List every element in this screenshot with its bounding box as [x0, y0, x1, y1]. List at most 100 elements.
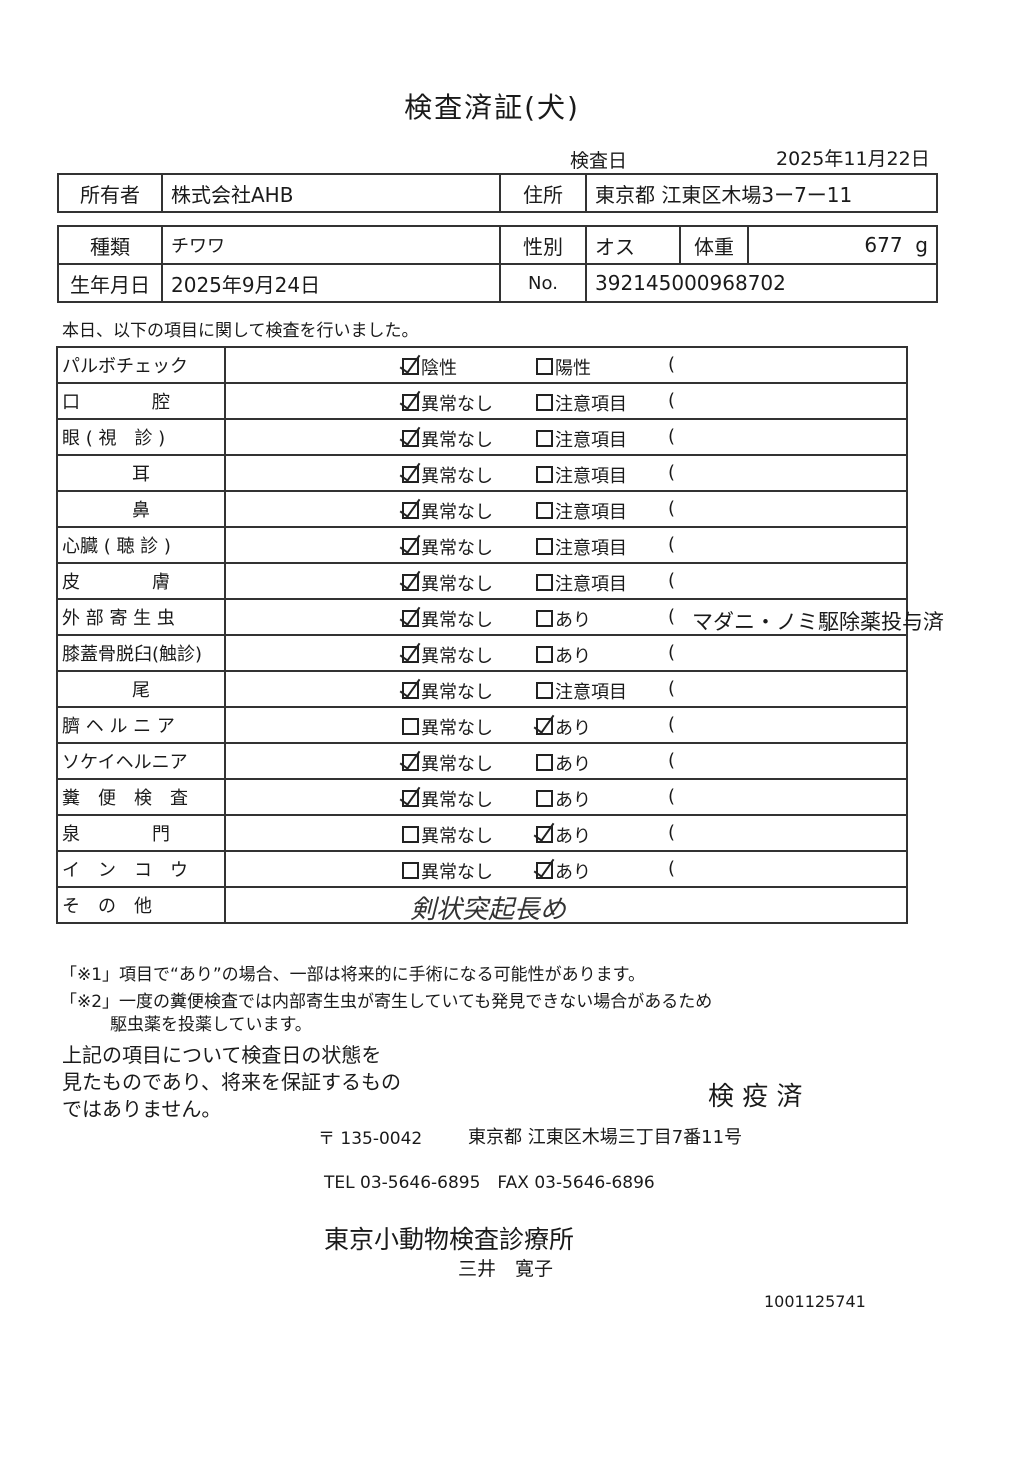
checkbox-icon[interactable] [402, 790, 419, 807]
checkbox-icon[interactable] [402, 574, 419, 591]
weight-unit: g [915, 233, 928, 257]
option-label: 異常なし [421, 574, 493, 595]
checkbox-icon[interactable] [402, 466, 419, 483]
doctor-name: 三井 寛子 [458, 1258, 554, 1280]
checkbox-icon[interactable] [536, 538, 553, 555]
option-normal[interactable]: 異常なし [402, 678, 493, 704]
checkbox-icon[interactable] [536, 430, 553, 447]
footnote-1: 「※1」項目で“あり”の場合、一部は将来的に手術になる可能性があります。 [60, 965, 645, 985]
checkbox-icon[interactable] [402, 430, 419, 447]
option-abnormal[interactable]: あり [536, 786, 591, 812]
option-normal[interactable]: 異常なし [402, 714, 493, 740]
option-normal[interactable]: 異常なし [402, 606, 493, 632]
intro-text: 本日、以下の項目に関して検査を行いました。 [62, 321, 419, 341]
paren-open: ( [668, 822, 676, 843]
checkbox-icon[interactable] [402, 682, 419, 699]
option-label: 異常なし [421, 718, 493, 739]
option-abnormal[interactable]: 注意項目 [536, 390, 627, 416]
item-name: パルボチェック [56, 346, 226, 384]
option-abnormal[interactable]: 注意項目 [536, 462, 627, 488]
checkbox-icon[interactable] [536, 574, 553, 591]
checkbox-icon[interactable] [402, 826, 419, 843]
item-name: 眼 ( 視 診 ) [56, 418, 226, 456]
option-normal[interactable]: 異常なし [402, 534, 493, 560]
checkbox-icon[interactable] [536, 754, 553, 771]
paren-open: ( [668, 534, 676, 555]
option-abnormal[interactable]: 注意項目 [536, 534, 627, 560]
owner-label: 所有者 [57, 173, 163, 213]
option-abnormal[interactable]: あり [536, 642, 591, 668]
option-label: 異常なし [421, 826, 493, 847]
handwritten-note: 剣状突起長め [410, 895, 567, 925]
option-normal[interactable]: 異常なし [402, 786, 493, 812]
option-abnormal[interactable]: 注意項目 [536, 570, 627, 596]
address-value: 東京都 江東区木場3ー7ー11 [585, 173, 938, 213]
checkbox-icon[interactable] [402, 646, 419, 663]
paren-open: ( [668, 354, 676, 375]
checkbox-icon[interactable] [536, 790, 553, 807]
option-label: あり [555, 862, 591, 883]
option-normal[interactable]: 異常なし [402, 822, 493, 848]
option-label: 注意項目 [555, 466, 627, 487]
option-label: あり [555, 718, 591, 739]
option-normal[interactable]: 異常なし [402, 858, 493, 884]
option-label: あり [555, 754, 591, 775]
paren-open: ( [668, 462, 676, 483]
checkbox-icon[interactable] [536, 646, 553, 663]
owner-table: 所有者 株式会社AHB 住所 東京都 江東区木場3ー7ー11 [57, 173, 938, 213]
option-normal[interactable]: 異常なし [402, 570, 493, 596]
option-abnormal[interactable]: あり [536, 606, 591, 632]
option-abnormal[interactable]: あり [536, 750, 591, 776]
option-abnormal[interactable]: あり [536, 858, 591, 884]
checkbox-icon[interactable] [402, 862, 419, 879]
paren-open: ( [668, 426, 676, 447]
option-abnormal[interactable]: 陽性 [536, 354, 591, 380]
checkbox-icon[interactable] [402, 358, 419, 375]
option-normal[interactable]: 異常なし [402, 498, 493, 524]
option-normal[interactable]: 異常なし [402, 750, 493, 776]
checkbox-icon[interactable] [402, 718, 419, 735]
disclaimer-line: ではありません。 [62, 1097, 222, 1121]
birth-value: 2025年9月24日 [161, 263, 501, 303]
checkbox-icon[interactable] [536, 394, 553, 411]
option-normal[interactable]: 異常なし [402, 426, 493, 452]
checkbox-icon[interactable] [402, 502, 419, 519]
option-abnormal[interactable]: あり [536, 822, 591, 848]
checkbox-icon[interactable] [536, 610, 553, 627]
item-note: マダニ・ノミ駆除薬投与済 [692, 610, 944, 634]
option-normal[interactable]: 陰性 [402, 354, 457, 380]
checkbox-icon[interactable] [536, 358, 553, 375]
paren-open: ( [668, 390, 676, 411]
checkbox-icon[interactable] [536, 682, 553, 699]
checkbox-icon[interactable] [536, 466, 553, 483]
pet-table: 種類 チワワ 性別 オス 体重 677 g 生年月日 2025年9月24日 No… [57, 225, 938, 303]
checkbox-icon[interactable] [402, 394, 419, 411]
checkbox-icon[interactable] [402, 538, 419, 555]
checkbox-icon[interactable] [402, 610, 419, 627]
checkbox-icon[interactable] [536, 502, 553, 519]
option-abnormal[interactable]: 注意項目 [536, 426, 627, 452]
option-normal[interactable]: 異常なし [402, 390, 493, 416]
paren-open: ( [668, 498, 676, 519]
option-abnormal[interactable]: あり [536, 714, 591, 740]
breed-value: チワワ [161, 225, 501, 265]
weight-cell: 677 g [747, 225, 938, 265]
checkbox-icon[interactable] [402, 754, 419, 771]
paren-open: ( [668, 678, 676, 699]
footnote-2: 「※2」一度の糞便検査では内部寄生虫が寄生していても発見できない場合があるため [60, 992, 713, 1012]
item-name: 膝蓋骨脱臼(触診) [56, 634, 226, 672]
checkbox-icon[interactable] [536, 862, 553, 879]
option-abnormal[interactable]: 注意項目 [536, 678, 627, 704]
option-normal[interactable]: 異常なし [402, 462, 493, 488]
option-abnormal[interactable]: 注意項目 [536, 498, 627, 524]
paren-open: ( [668, 606, 676, 627]
option-normal[interactable]: 異常なし [402, 642, 493, 668]
paren-open: ( [668, 570, 676, 591]
checkbox-icon[interactable] [536, 826, 553, 843]
checkbox-icon[interactable] [536, 718, 553, 735]
option-label: 異常なし [421, 430, 493, 451]
